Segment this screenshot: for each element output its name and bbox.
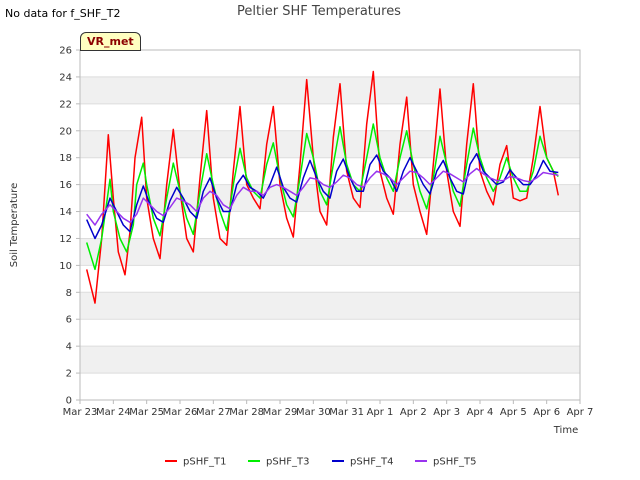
x-tick-label: Mar 24 bbox=[96, 407, 131, 418]
series-line-pSHF_T3 bbox=[85, 123, 559, 271]
x-tick-label: Mar 30 bbox=[296, 407, 331, 418]
y-tick-label: 24 bbox=[59, 72, 72, 83]
x-tick-label: Mar 31 bbox=[329, 407, 364, 418]
legend-label-pSHF_T5: pSHF_T5 bbox=[433, 457, 476, 468]
y-axis-label: Soil Temperature bbox=[9, 183, 20, 268]
series-line-pSHF_T4 bbox=[86, 152, 559, 240]
legend: pSHF_T1 pSHF_T3 pSHF_T4 pSHF_T5 bbox=[165, 457, 476, 468]
y-tick-label: 20 bbox=[59, 126, 72, 137]
grid-band bbox=[80, 292, 580, 320]
plot-bands bbox=[80, 76, 580, 374]
x-axis-label: Time bbox=[553, 425, 578, 436]
x-tick-label: Apr 1 bbox=[367, 407, 394, 418]
x-tick-label: Mar 27 bbox=[196, 407, 231, 418]
x-tick-label: Apr 3 bbox=[433, 407, 460, 418]
x-tick-label: Mar 25 bbox=[129, 407, 164, 418]
series-lines bbox=[85, 70, 560, 304]
y-tick-label: 6 bbox=[66, 315, 72, 326]
grid-band bbox=[80, 130, 580, 158]
x-tick-label: Mar 28 bbox=[229, 407, 264, 418]
y-tick-label: 2 bbox=[66, 369, 72, 380]
y-tick-label: 8 bbox=[66, 288, 72, 299]
grid-band bbox=[80, 76, 580, 104]
x-tick-label: Apr 4 bbox=[467, 407, 494, 418]
y-tick-label: 14 bbox=[59, 207, 72, 218]
x-tick-label: Mar 26 bbox=[163, 407, 198, 418]
grid-band bbox=[80, 346, 580, 374]
y-tick-label: 10 bbox=[59, 261, 72, 272]
y-tick-label: 0 bbox=[66, 396, 72, 407]
y-tick-label: 18 bbox=[59, 153, 72, 164]
y-tick-label: 16 bbox=[59, 180, 72, 191]
x-tick-label: Apr 2 bbox=[400, 407, 427, 418]
x-tick-label: Apr 6 bbox=[533, 407, 560, 418]
site-badge: VR_met bbox=[80, 32, 141, 51]
no-data-message: No data for f_SHF_T2 bbox=[5, 7, 121, 20]
y-tick-label: 12 bbox=[59, 234, 72, 245]
legend-label-pSHF_T4: pSHF_T4 bbox=[350, 457, 393, 468]
x-tick-label: Mar 23 bbox=[63, 407, 98, 418]
y-tick-label: 22 bbox=[59, 99, 72, 110]
x-tick-label: Mar 29 bbox=[263, 407, 298, 418]
y-tick-label: 26 bbox=[59, 46, 72, 57]
grid-band bbox=[80, 238, 580, 266]
x-tick-label: Apr 5 bbox=[500, 407, 527, 418]
legend-label-pSHF_T3: pSHF_T3 bbox=[266, 457, 309, 468]
x-tick-label: Apr 7 bbox=[567, 407, 594, 418]
series-line-pSHF_T5 bbox=[86, 167, 559, 226]
plot-frame bbox=[79, 49, 581, 401]
legend-label-pSHF_T1: pSHF_T1 bbox=[183, 457, 226, 468]
chart-title: Peltier SHF Temperatures bbox=[237, 4, 401, 19]
y-tick-label: 4 bbox=[66, 342, 72, 353]
